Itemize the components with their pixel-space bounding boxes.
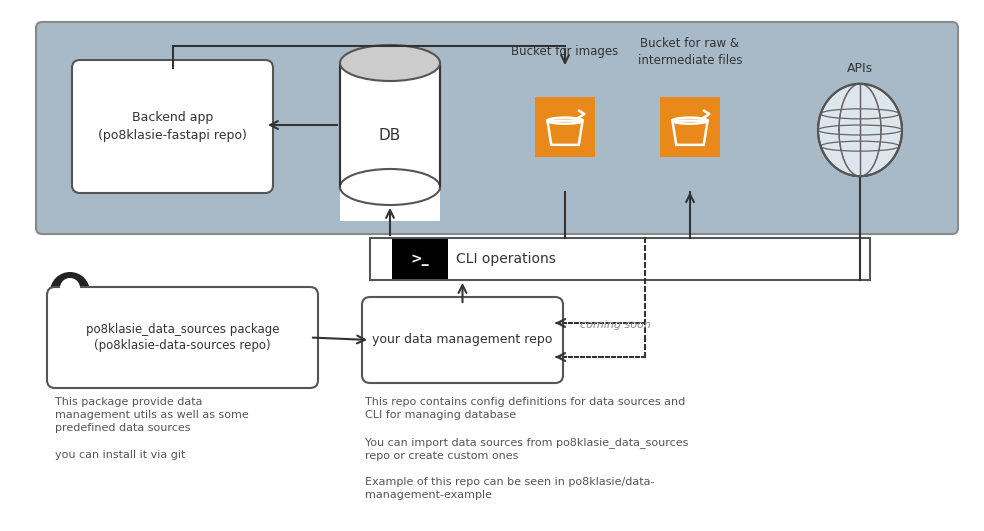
FancyBboxPatch shape xyxy=(392,239,448,279)
Text: DB: DB xyxy=(379,127,401,142)
Text: CLI operations: CLI operations xyxy=(456,252,556,266)
Text: >_: >_ xyxy=(410,252,429,266)
Text: This package provide data
management utils as well as some
predefined data sourc: This package provide data management uti… xyxy=(55,397,249,460)
Bar xyxy=(340,185,440,221)
FancyBboxPatch shape xyxy=(370,238,870,280)
FancyBboxPatch shape xyxy=(47,287,318,388)
Text: Backend app
(po8klasie-fastapi repo): Backend app (po8klasie-fastapi repo) xyxy=(98,112,247,141)
Bar xyxy=(340,63,440,187)
Text: po8klasie_data_sources package
(po8klasie-data-sources repo): po8klasie_data_sources package (po8klasi… xyxy=(86,322,279,353)
Circle shape xyxy=(50,272,90,312)
Text: Bucket for raw &
intermediate files: Bucket for raw & intermediate files xyxy=(638,37,742,67)
FancyBboxPatch shape xyxy=(72,60,273,193)
Ellipse shape xyxy=(340,169,440,205)
FancyBboxPatch shape xyxy=(534,97,595,157)
Ellipse shape xyxy=(818,84,902,176)
FancyBboxPatch shape xyxy=(362,297,563,383)
FancyBboxPatch shape xyxy=(36,22,958,234)
FancyBboxPatch shape xyxy=(659,97,720,157)
Text: Bucket for images: Bucket for images xyxy=(512,46,619,58)
Circle shape xyxy=(60,278,80,298)
Text: APIs: APIs xyxy=(847,62,873,74)
Text: coming soon: coming soon xyxy=(580,320,650,330)
Text: This repo contains config definitions for data sources and
CLI for managing data: This repo contains config definitions fo… xyxy=(365,397,689,500)
Text: your data management repo: your data management repo xyxy=(372,333,553,347)
Ellipse shape xyxy=(340,45,440,81)
